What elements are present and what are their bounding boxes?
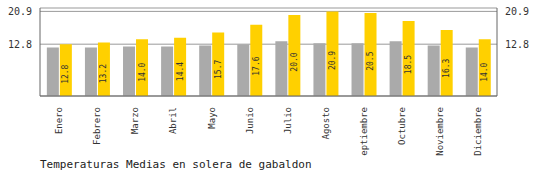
svg-text:14.4: 14.4 (176, 62, 185, 81)
svg-text:14.0: 14.0 (480, 62, 489, 81)
svg-text:Agosto: Agosto (321, 107, 331, 140)
svg-text:12.8: 12.8 (61, 64, 70, 83)
svg-text:Junio: Junio (245, 107, 255, 134)
html-text:Temperaturas Medias en solera: Temperaturas Medias en solera de gabaldo… (40, 158, 312, 171)
svg-text:14.0: 14.0 (138, 62, 147, 81)
svg-text:Febrero: Febrero (92, 107, 102, 145)
svg-text:20.9: 20.9 (505, 6, 529, 17)
svg-text:20.0: 20.0 (290, 52, 299, 71)
svg-text:Enero: Enero (54, 107, 64, 134)
svg-text:Julio: Julio (283, 107, 293, 134)
svg-text:Septiembre: Septiembre (359, 107, 369, 156)
svg-text:15.7: 15.7 (214, 59, 223, 78)
svg-text:Diciembre: Diciembre (473, 107, 483, 156)
svg-text:12.8: 12.8 (8, 39, 32, 50)
svg-text:20.9: 20.9 (8, 6, 32, 17)
svg-text:Octubre: Octubre (397, 107, 407, 145)
svg-text:Noviembre: Noviembre (435, 107, 445, 156)
svg-text:12.8: 12.8 (505, 39, 529, 50)
svg-text:17.6: 17.6 (252, 56, 261, 75)
svg-text:13.2: 13.2 (99, 64, 108, 83)
svg-text:Marzo: Marzo (130, 107, 140, 134)
svg-text:18.5: 18.5 (404, 55, 413, 74)
svg-text:16.3: 16.3 (442, 58, 451, 77)
svg-text:20.5: 20.5 (366, 51, 375, 70)
svg-text:Mayo: Mayo (207, 107, 217, 129)
svg-text:20.9: 20.9 (328, 51, 337, 70)
svg-text:Abril: Abril (168, 107, 178, 134)
